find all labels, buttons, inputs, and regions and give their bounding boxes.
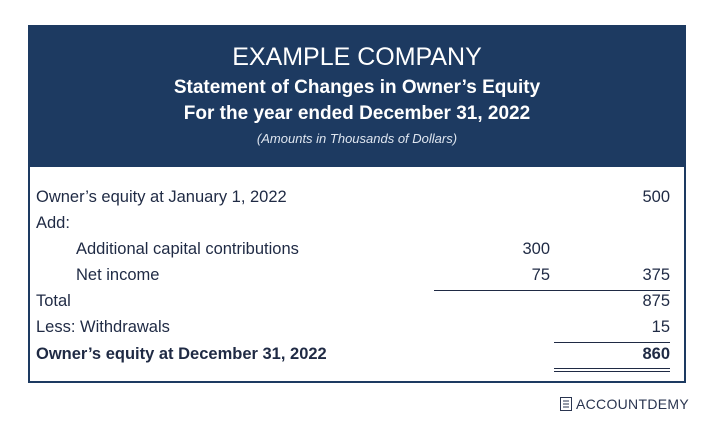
amount: 300 bbox=[522, 240, 550, 258]
row: Owner’s equity at January 1, 2022 500 bbox=[30, 188, 684, 214]
label: Owner’s equity at January 1, 2022 bbox=[36, 188, 287, 206]
double-rule bbox=[554, 368, 670, 369]
total: 860 bbox=[642, 345, 670, 363]
row: Total 875 bbox=[30, 292, 684, 318]
period: For the year ended December 31, 2022 bbox=[183, 103, 531, 124]
label: Add: bbox=[36, 214, 70, 232]
total: 500 bbox=[642, 188, 670, 206]
label: Less: Withdrawals bbox=[36, 318, 170, 336]
statement: EXAMPLE COMPANY Statement of Changes in … bbox=[28, 25, 686, 383]
rule bbox=[554, 342, 670, 343]
label: Total bbox=[36, 292, 71, 310]
total: 875 bbox=[642, 292, 670, 310]
subtitle: Statement of Changes in Owner’s Equity bbox=[173, 77, 541, 98]
label: Net income bbox=[76, 266, 160, 284]
brand: ACCOUNTDEMY bbox=[560, 396, 689, 412]
row: Owner’s equity at December 31, 2022 860 bbox=[30, 345, 684, 371]
double-rule bbox=[554, 371, 670, 372]
row: Less: Withdrawals 15 bbox=[30, 318, 684, 344]
rule bbox=[434, 290, 670, 291]
label: Additional capital contributions bbox=[76, 240, 299, 258]
total: 15 bbox=[651, 318, 670, 336]
row: Add: bbox=[30, 214, 684, 240]
logo-icon bbox=[560, 397, 572, 411]
total: 375 bbox=[642, 266, 670, 284]
brand-name: ACCOUNTDEMY bbox=[576, 396, 689, 412]
title: EXAMPLE COMPANY bbox=[232, 43, 482, 71]
label: Owner’s equity at December 31, 2022 bbox=[36, 345, 327, 363]
row: Additional capital contributions 300 bbox=[30, 240, 684, 266]
amount: 75 bbox=[531, 266, 550, 284]
row: Net income 75 375 bbox=[30, 266, 684, 292]
header: EXAMPLE COMPANY Statement of Changes in … bbox=[30, 27, 684, 167]
note: (Amounts in Thousands of Dollars) bbox=[256, 131, 458, 146]
